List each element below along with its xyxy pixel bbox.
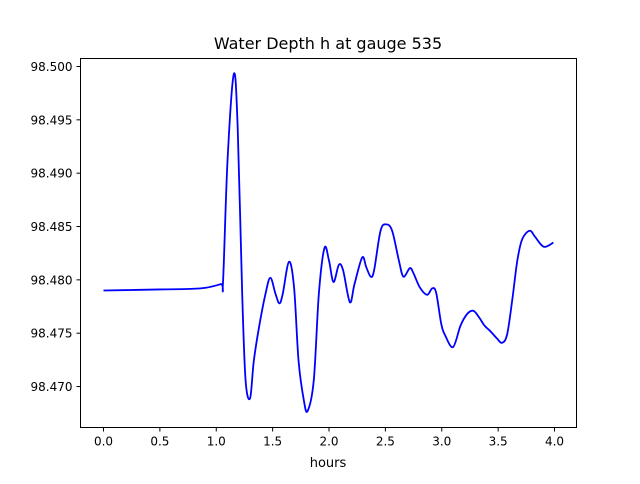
chart-title: Water Depth h at gauge 535 — [214, 34, 442, 53]
x-tick-label: 0.5 — [150, 435, 169, 449]
x-tick-label: 3.0 — [432, 435, 451, 449]
plot-frame — [80, 58, 577, 428]
x-tick-label: 3.5 — [489, 435, 508, 449]
x-tick-label: 4.0 — [545, 435, 564, 449]
x-tick-label: 0.0 — [94, 435, 113, 449]
x-tick-label: 2.0 — [319, 435, 338, 449]
x-tick-label: 1.5 — [263, 435, 282, 449]
series-line-h — [103, 72, 554, 413]
y-tick-label: 98.500 — [31, 60, 73, 74]
y-tick-label: 98.485 — [31, 220, 73, 234]
y-tick-label: 98.470 — [31, 380, 73, 394]
y-tick-label: 98.490 — [31, 167, 73, 181]
y-tick-label: 98.495 — [31, 113, 73, 127]
x-axis-label: hours — [310, 456, 347, 471]
y-tick-label: 98.475 — [31, 327, 73, 341]
y-tick-label: 98.480 — [31, 273, 73, 287]
x-tick-label: 1.0 — [207, 435, 226, 449]
x-tick-label: 2.5 — [376, 435, 395, 449]
